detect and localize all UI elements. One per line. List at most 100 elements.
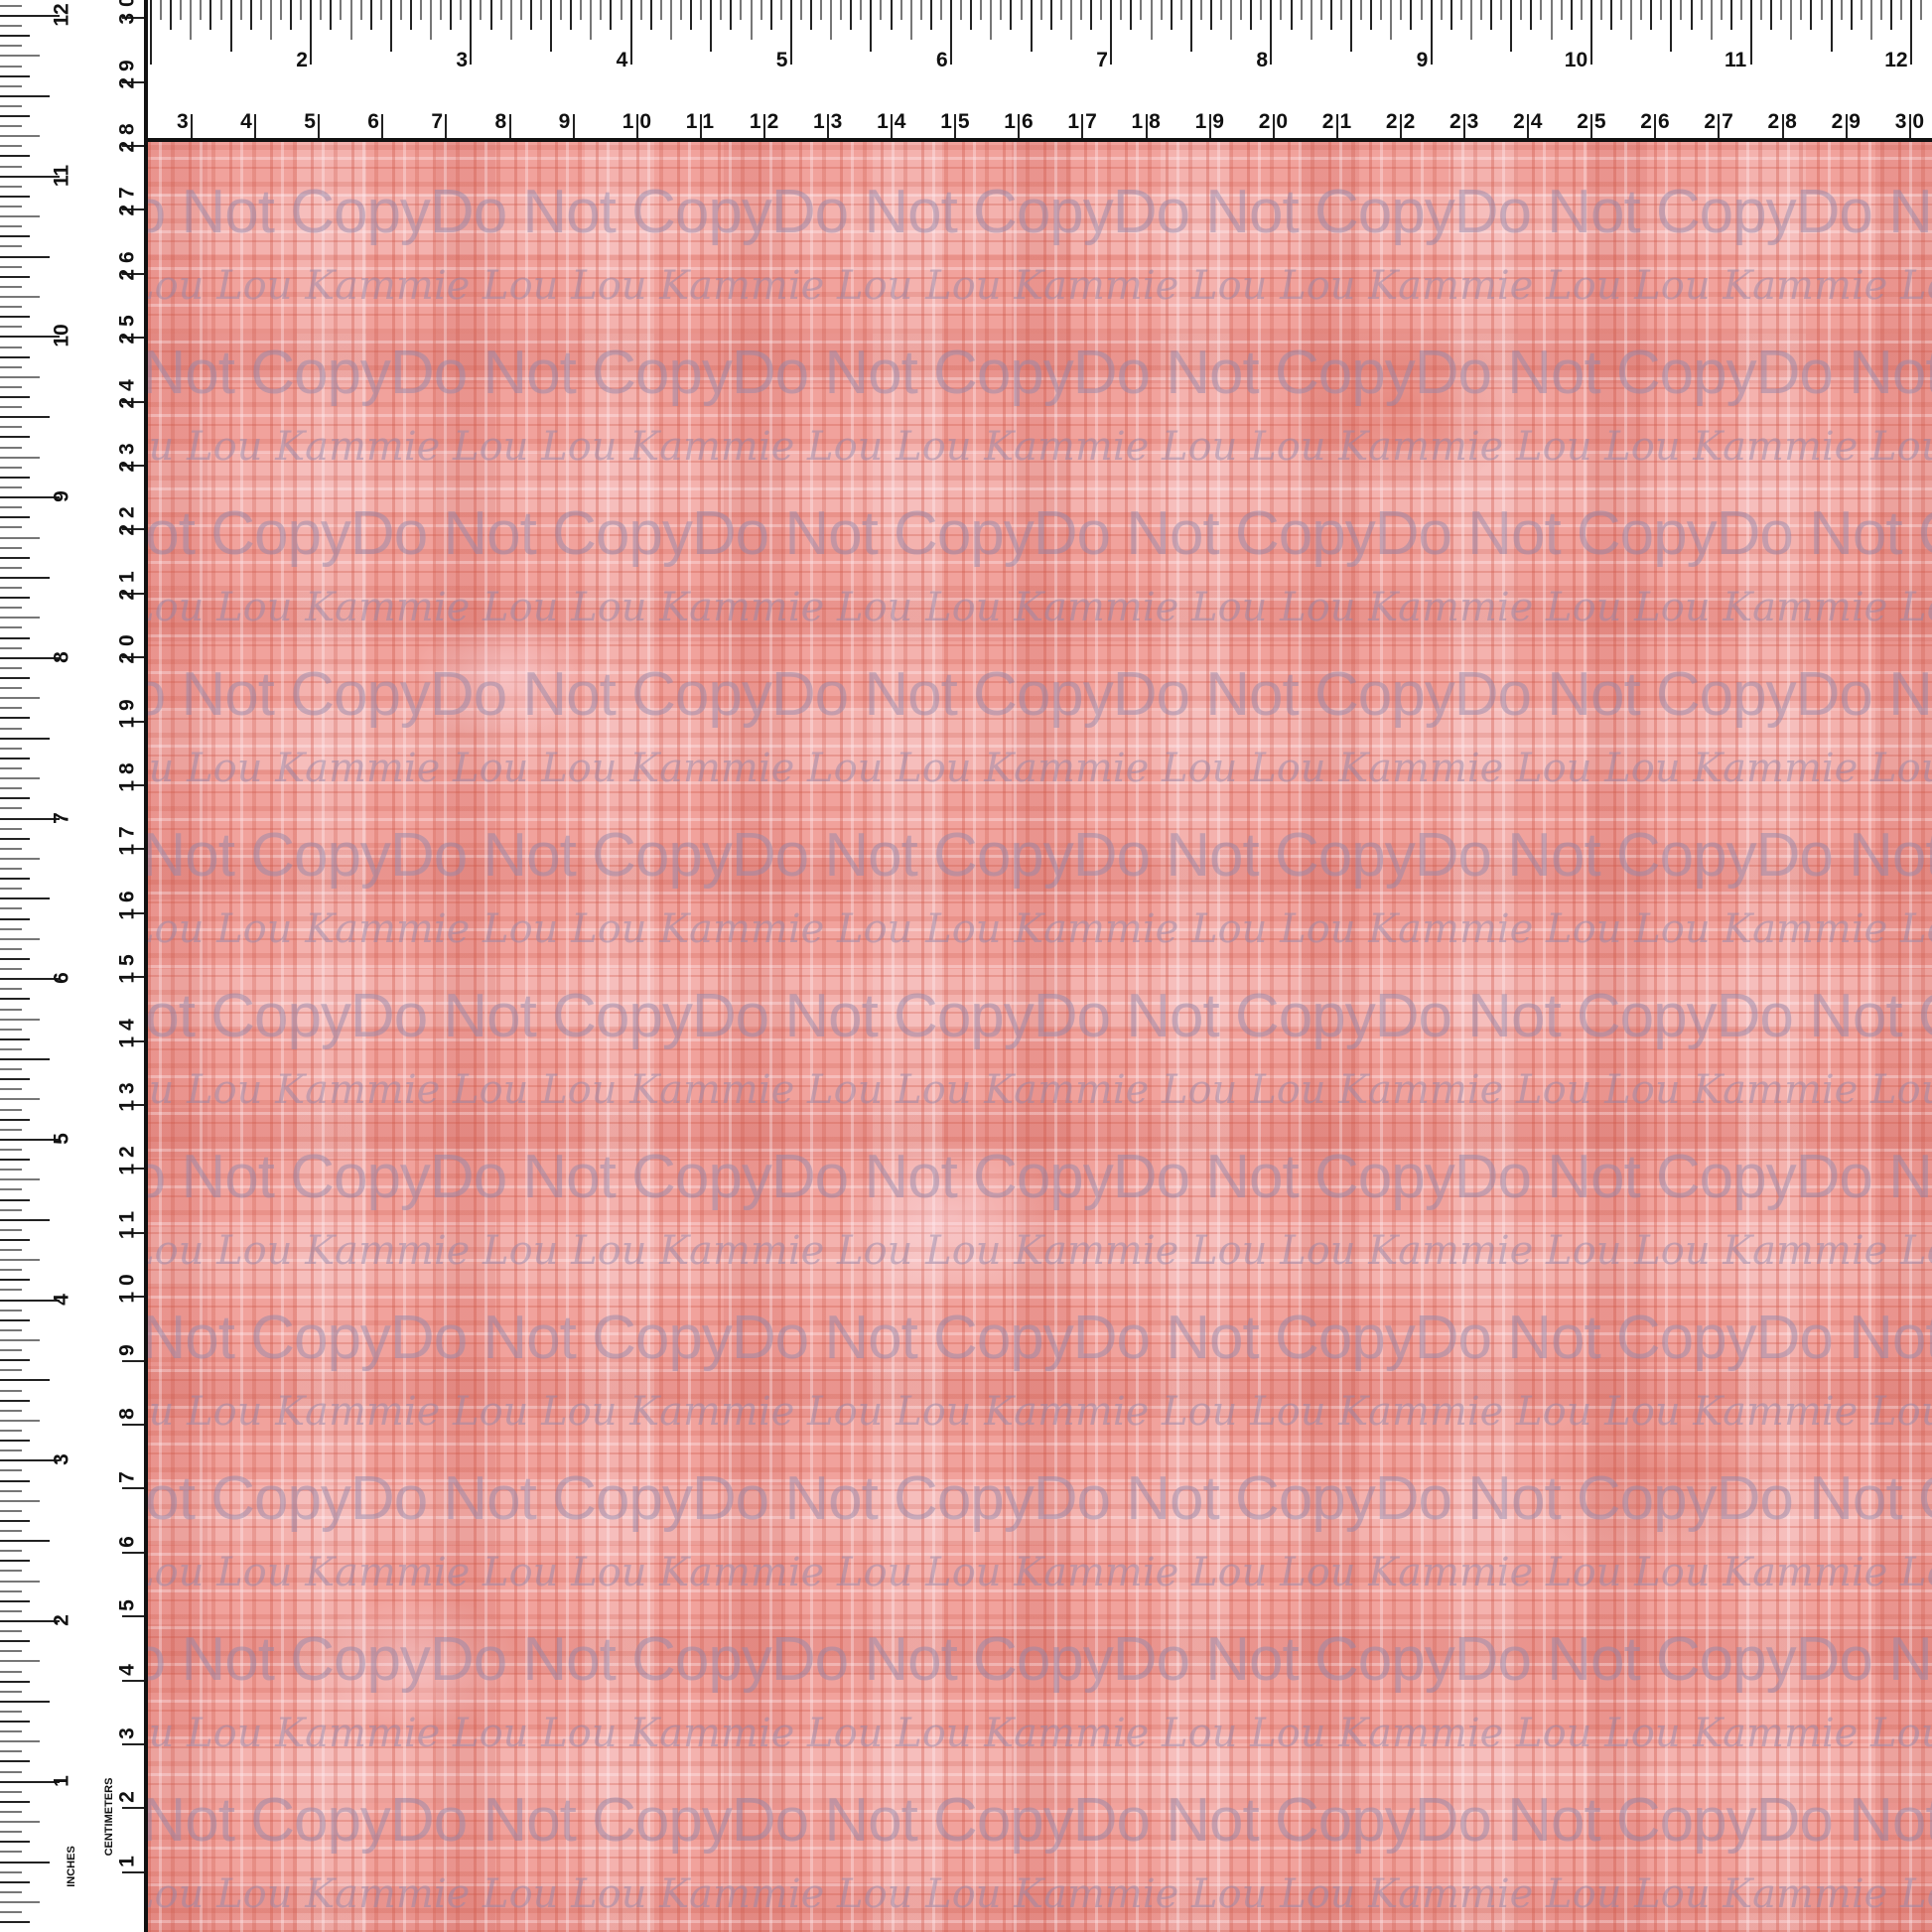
inch-tick bbox=[1459, 0, 1462, 20]
cm-label: 12 bbox=[749, 110, 785, 133]
cm-label: 22 bbox=[115, 500, 139, 537]
inch-tick bbox=[0, 1409, 22, 1412]
cm-tick bbox=[1272, 114, 1275, 138]
inch-tick bbox=[1530, 0, 1533, 30]
cm-tick bbox=[122, 1424, 144, 1426]
inch-tick bbox=[0, 456, 40, 459]
inch-tick bbox=[170, 0, 173, 30]
watermark-script: Lou Lou Kammie Lou Lou Kammie Lou Lou Ka… bbox=[148, 424, 1932, 470]
inch-label: 12 bbox=[50, 3, 73, 27]
inch-label: 10 bbox=[50, 324, 73, 348]
inch-tick bbox=[730, 0, 733, 30]
inch-tick bbox=[1910, 0, 1913, 65]
cm-tick bbox=[445, 114, 448, 138]
inch-tick bbox=[0, 666, 22, 669]
cm-tick bbox=[122, 1296, 144, 1299]
cm-tick bbox=[1654, 114, 1657, 138]
cm-label: 26 bbox=[115, 245, 139, 281]
cm-label: 10 bbox=[115, 1268, 139, 1304]
inch-tick bbox=[1400, 0, 1403, 20]
inch-tick bbox=[909, 0, 912, 40]
inch-tick bbox=[0, 1740, 40, 1743]
inch-tick bbox=[710, 0, 713, 52]
inch-tick bbox=[0, 295, 40, 298]
inch-label: 6 bbox=[50, 972, 73, 985]
inch-tick bbox=[759, 0, 762, 20]
cm-label: 7 bbox=[115, 1471, 139, 1484]
inch-tick bbox=[0, 1389, 22, 1392]
inch-tick bbox=[0, 165, 22, 168]
inch-tick bbox=[0, 1349, 22, 1352]
inch-tick bbox=[0, 978, 60, 981]
inch-tick bbox=[0, 406, 22, 409]
cm-tick bbox=[122, 1870, 144, 1873]
inch-tick bbox=[1710, 0, 1713, 40]
inch-tick bbox=[0, 1098, 40, 1101]
inch-tick bbox=[0, 145, 22, 148]
cm-label: 7 bbox=[431, 110, 444, 133]
inch-label: 11 bbox=[50, 164, 73, 187]
inch-tick bbox=[0, 1238, 30, 1241]
inch-tick bbox=[0, 857, 40, 860]
inch-tick bbox=[659, 0, 662, 20]
inch-tick bbox=[0, 968, 22, 971]
cm-label: 14 bbox=[877, 110, 912, 133]
inch-tick bbox=[620, 0, 622, 20]
inch-tick bbox=[1879, 0, 1882, 20]
cm-tick bbox=[122, 1679, 144, 1682]
cm-tick bbox=[762, 114, 765, 138]
cm-label: 5 bbox=[304, 110, 316, 133]
inch-tick bbox=[1680, 0, 1683, 20]
inch-label: 6 bbox=[936, 49, 948, 71]
inch-label: 2 bbox=[296, 49, 308, 71]
cm-label: 10 bbox=[621, 110, 658, 133]
inch-tick bbox=[590, 0, 593, 40]
inch-tick bbox=[669, 0, 672, 40]
cm-tick bbox=[122, 1743, 144, 1745]
inch-tick bbox=[369, 0, 372, 30]
inch-tick bbox=[0, 1108, 22, 1111]
inch-tick bbox=[0, 1710, 22, 1713]
inch-tick bbox=[0, 636, 30, 639]
inch-tick bbox=[0, 566, 22, 569]
cm-tick bbox=[254, 114, 257, 138]
inch-tick bbox=[0, 355, 30, 358]
inch-label: 10 bbox=[1564, 49, 1588, 71]
inch-tick bbox=[0, 1580, 40, 1583]
inch-tick bbox=[0, 65, 22, 68]
cm-tick bbox=[1718, 114, 1721, 138]
inch-tick bbox=[0, 1008, 22, 1011]
inch-tick bbox=[740, 0, 743, 20]
inch-tick bbox=[0, 175, 60, 178]
inch-tick bbox=[1800, 0, 1803, 20]
inch-tick bbox=[1049, 0, 1052, 30]
cm-tick bbox=[122, 976, 144, 979]
inch-tick bbox=[1059, 0, 1062, 20]
inch-tick bbox=[1860, 0, 1863, 20]
cm-tick bbox=[191, 114, 193, 138]
inch-tick bbox=[0, 4, 22, 7]
inch-tick bbox=[560, 0, 563, 20]
inch-tick bbox=[1440, 0, 1443, 20]
inch-tick bbox=[960, 0, 963, 20]
inch-label: 1 bbox=[50, 1774, 73, 1787]
cm-tick bbox=[122, 400, 144, 403]
inch-tick bbox=[1830, 0, 1833, 52]
cm-label: 3 bbox=[115, 1727, 139, 1739]
inch-label: 12 bbox=[1884, 49, 1908, 71]
cm-tick bbox=[1908, 114, 1911, 138]
watermark-do-not-copy: Do Not CopyDo Not CopyDo Not CopyDo Not … bbox=[148, 1464, 1932, 1533]
inch-tick bbox=[970, 0, 973, 30]
inch-tick bbox=[1000, 0, 1003, 20]
inch-tick bbox=[0, 94, 50, 97]
inch-tick bbox=[0, 917, 30, 920]
inch-label: 11 bbox=[1725, 49, 1747, 71]
cm-label: 4 bbox=[240, 110, 252, 133]
cm-label: 16 bbox=[115, 885, 139, 920]
cm-tick bbox=[122, 848, 144, 851]
inch-tick bbox=[0, 365, 22, 368]
inch-tick bbox=[470, 0, 473, 65]
inch-tick bbox=[0, 446, 22, 449]
inch-tick bbox=[0, 1650, 22, 1653]
inch-tick bbox=[0, 1440, 30, 1443]
